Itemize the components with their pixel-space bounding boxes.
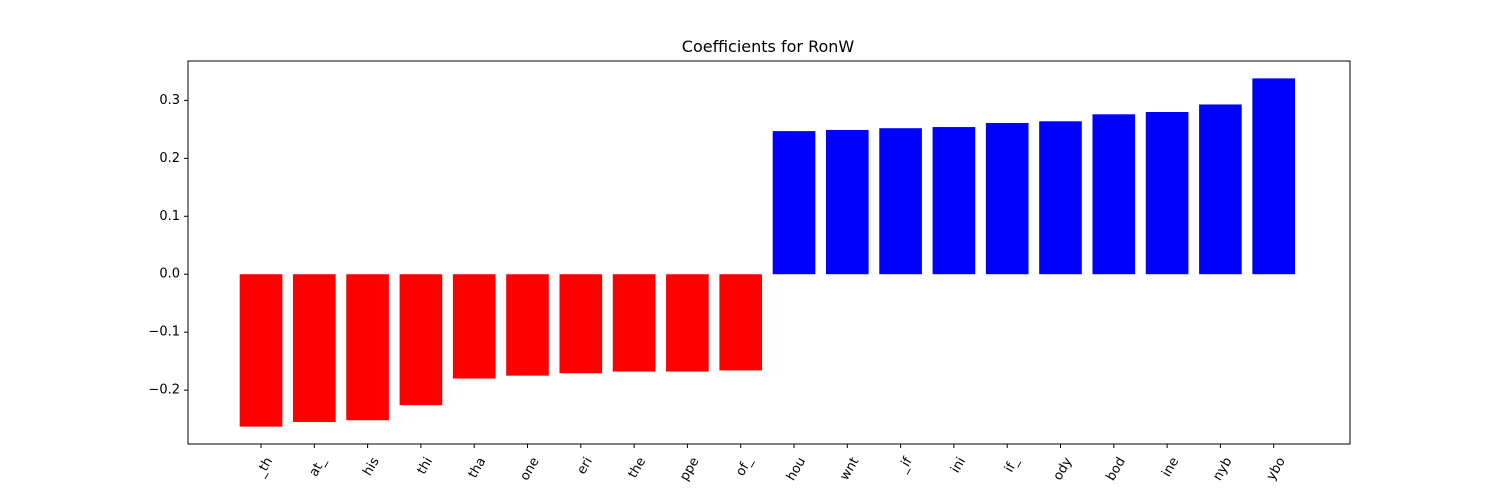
x-tick-label: of_: [733, 454, 756, 478]
y-tick-label: 0.1: [159, 209, 180, 224]
bar-ine: [1145, 111, 1189, 275]
x-tick-label: ppe: [677, 455, 702, 484]
x-tick-label: nyb: [1210, 455, 1235, 483]
bar-thi: [399, 274, 443, 406]
bar-at_: [292, 274, 336, 422]
y-tick-label: −0.1: [148, 325, 180, 340]
bar-his: [346, 274, 389, 421]
x-axis: _th at_ his thi tha one eri the ppe of_ hou wnt _if i…: [253, 444, 1289, 484]
x-tick-label: _if: [895, 455, 916, 476]
x-tick-label: ybo: [1264, 455, 1289, 483]
x-tick-label: wnt: [837, 455, 862, 483]
y-tick-label: 0.2: [159, 151, 180, 166]
y-axis: −0.2 −0.1 0.0 0.1 0.2 0.3: [148, 93, 188, 398]
bar-hou: [772, 131, 816, 275]
bar-bod: [1092, 114, 1136, 275]
x-tick-label: ini: [948, 455, 969, 476]
x-tick-label: eri: [574, 455, 595, 477]
bar-if_: [985, 123, 1029, 275]
x-tick-label: hou: [784, 455, 809, 484]
bars-group: [239, 78, 1296, 427]
plot-frame: [187, 60, 1351, 445]
bar-one: [506, 274, 549, 376]
x-tick-label: bod: [1104, 455, 1129, 484]
bar-_th: [239, 274, 283, 427]
y-tick-label: 0.3: [159, 93, 180, 108]
y-tick-label: 0.0: [159, 267, 180, 282]
bar-the: [612, 274, 656, 372]
chart-title: Coefficients for RonW: [682, 37, 855, 56]
x-tick-label: tha: [466, 455, 490, 481]
x-tick-label: ine: [1159, 455, 1182, 480]
x-tick-label: the: [626, 455, 650, 481]
x-tick-label: thi: [415, 455, 436, 477]
bar-ppe: [666, 274, 709, 372]
bar-wnt: [825, 129, 869, 275]
bar-of_: [719, 274, 763, 371]
bar-eri: [559, 274, 603, 374]
x-tick-label: if_: [1002, 454, 1023, 475]
x-tick-label: ody: [1051, 455, 1076, 483]
bar-ybo: [1252, 78, 1296, 275]
bar-_if: [879, 128, 922, 275]
x-tick-label: _th: [253, 455, 276, 481]
x-tick-label: his: [360, 455, 382, 479]
bar-nyb: [1199, 104, 1242, 275]
bar-ini: [932, 127, 976, 275]
y-tick-label: −0.2: [148, 383, 180, 398]
x-tick-label: at_: [307, 454, 330, 479]
bar-tha: [452, 274, 496, 379]
x-tick-label: one: [517, 455, 542, 483]
bar-ody: [1039, 121, 1082, 275]
